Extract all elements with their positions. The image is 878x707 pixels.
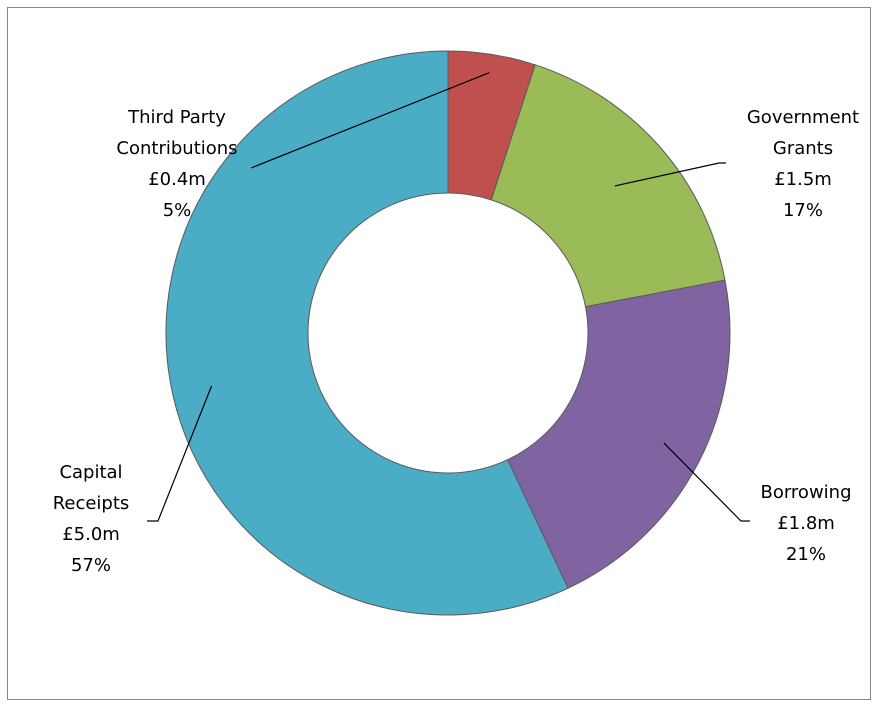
label-value: £1.8m	[777, 513, 835, 534]
leader-lines	[147, 72, 750, 522]
data-label-government-grants: Government Grants £1.5m 17%	[747, 107, 859, 221]
chart-frame: Third Party Contributions £0.4m 5% Governmen…	[7, 7, 871, 700]
slice-borrowing	[506, 279, 731, 589]
slices-layer	[165, 50, 731, 616]
leader-line-capital-receipts	[147, 385, 213, 522]
label-percent: 5%	[163, 200, 192, 221]
label-name-line: Capital	[59, 462, 122, 483]
label-percent: 21%	[786, 544, 826, 565]
label-name-line: Government	[747, 107, 859, 128]
data-label-capital-receipts: Capital Receipts £5.0m 57%	[53, 462, 130, 576]
leader-line-borrowing	[663, 442, 750, 522]
label-value: £0.4m	[148, 169, 206, 190]
slice-capital-receipts	[165, 50, 569, 616]
label-name-line: Grants	[773, 138, 833, 159]
label-percent: 57%	[71, 555, 111, 576]
data-label-borrowing: Borrowing £1.8m 21%	[760, 482, 851, 565]
donut-chart: Third Party Contributions £0.4m 5% Governmen…	[53, 50, 859, 616]
label-name-line: Borrowing	[760, 482, 851, 503]
label-name-line: Contributions	[116, 138, 237, 159]
leader-line-third-party-contributions	[250, 72, 490, 169]
data-label-third-party-contributions: Third Party Contributions £0.4m 5%	[116, 107, 237, 221]
label-name-line: Third Party	[127, 107, 226, 128]
label-value: £1.5m	[774, 169, 832, 190]
leader-line-government-grants	[614, 162, 726, 187]
label-name-line: Receipts	[53, 493, 130, 514]
slice-government-grants	[490, 64, 726, 308]
label-percent: 17%	[783, 200, 823, 221]
label-value: £5.0m	[62, 524, 120, 545]
data-labels: Third Party Contributions £0.4m 5% Governmen…	[53, 107, 859, 576]
